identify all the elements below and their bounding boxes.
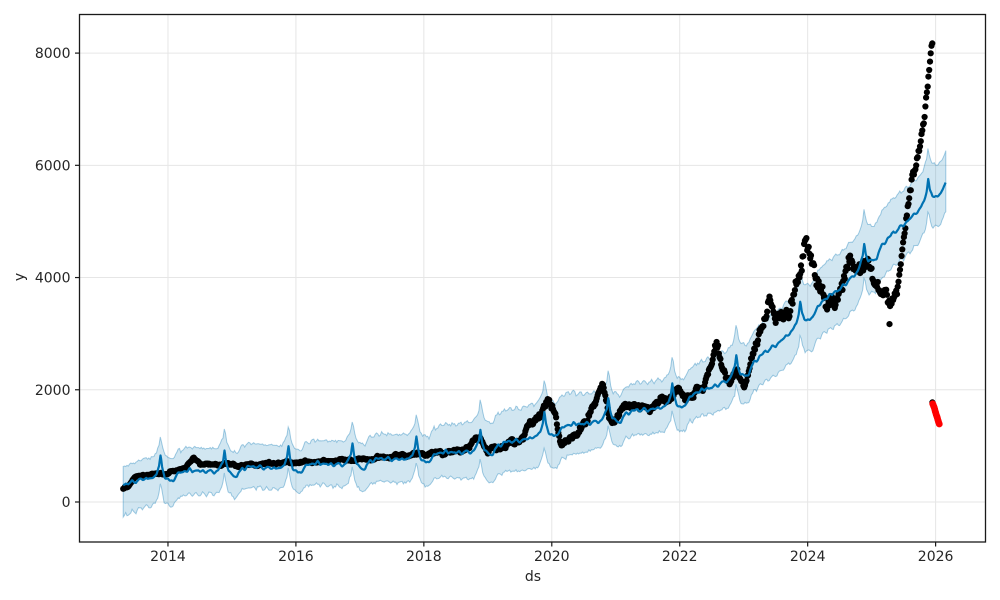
forecast-line: [122, 177, 947, 487]
x-tick-label: 2026: [918, 549, 954, 565]
y-axis: 0 2000 4000 6000 8000: [35, 46, 80, 511]
x-axis-label: ds: [524, 569, 542, 585]
observed-points: [120, 40, 936, 492]
y-tick-label: 8000: [35, 46, 71, 62]
y-tick-label: 4000: [35, 271, 71, 287]
x-tick-label: 2024: [790, 549, 826, 565]
x-tick-label: 2018: [406, 549, 442, 565]
axes-spines: [78, 13, 987, 543]
grid: [79, 14, 986, 542]
x-tick-label: 2016: [278, 549, 314, 565]
x-tick-label: 2020: [534, 549, 570, 565]
y-tick-label: 2000: [35, 383, 71, 399]
y-tick-label: 6000: [35, 158, 71, 174]
y-tick-label: 0: [62, 495, 71, 511]
x-tick-label: 2022: [662, 549, 698, 565]
x-axis: 2014 2016 2018 2020 2022 2024 2026: [150, 542, 954, 565]
uncertainty-band: [122, 148, 947, 519]
x-tick-label: 2014: [150, 549, 186, 565]
y-axis-label: y: [12, 272, 28, 282]
plot-area: [120, 40, 947, 519]
anomaly-points: [929, 400, 943, 428]
